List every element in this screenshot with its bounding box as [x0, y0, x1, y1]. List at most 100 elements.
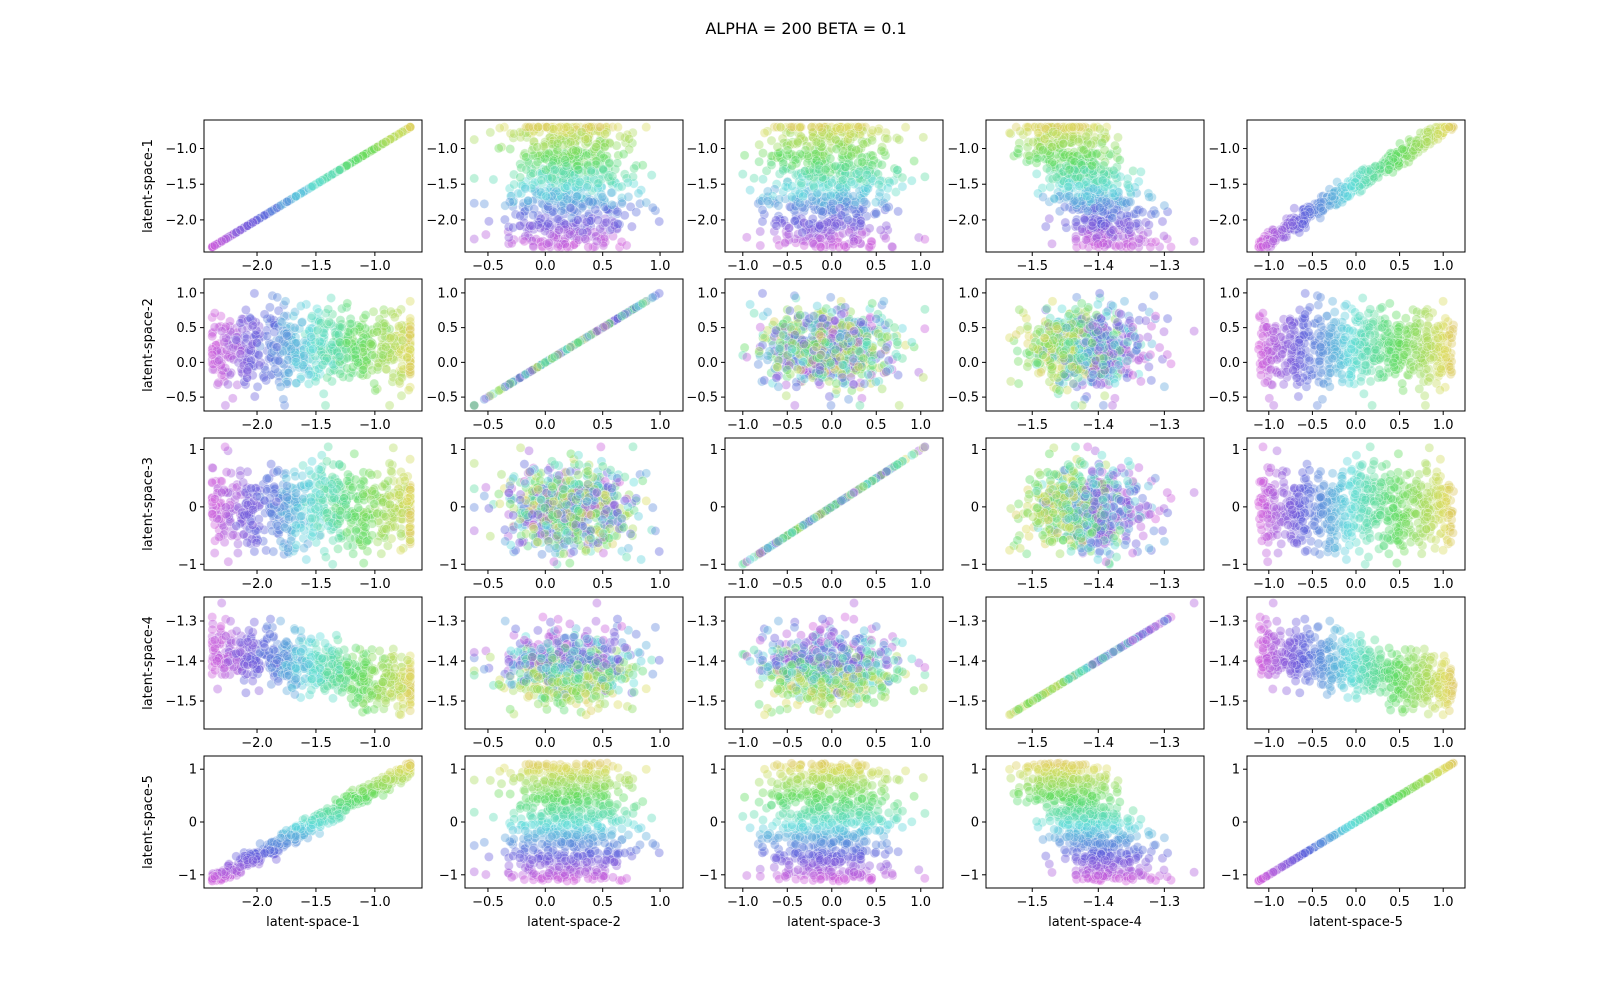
data-point — [1077, 224, 1087, 234]
data-point — [775, 122, 786, 133]
data-point — [532, 141, 543, 152]
data-point — [524, 122, 535, 132]
x-tick-label: −1.3 — [1149, 259, 1181, 274]
data-point — [1013, 144, 1024, 154]
data-point — [207, 331, 218, 342]
y-tick-label: −1.0 — [1208, 142, 1240, 157]
data-point — [372, 326, 383, 337]
data-point — [1342, 191, 1353, 202]
y-tick-label: −2.0 — [686, 213, 718, 228]
data-point — [757, 216, 768, 227]
x-tick-label: −1.5 — [1016, 259, 1048, 274]
data-point — [1145, 241, 1156, 252]
data-point — [1071, 234, 1081, 244]
data-point — [1137, 207, 1148, 217]
data-point — [561, 161, 572, 171]
y-tick-label: −1.5 — [165, 178, 197, 193]
data-point — [572, 215, 583, 225]
data-point — [1073, 136, 1084, 147]
data-point — [533, 122, 543, 132]
data-point — [798, 191, 808, 202]
x-tick-label: −1.5 — [300, 418, 332, 433]
data-point — [323, 304, 334, 315]
data-point — [571, 146, 581, 156]
data-point — [1040, 221, 1051, 232]
data-point — [881, 202, 892, 213]
data-point — [787, 181, 797, 191]
data-point — [820, 164, 831, 175]
data-point — [1324, 200, 1335, 211]
data-point — [493, 143, 504, 154]
data-point — [543, 237, 554, 248]
data-point — [322, 372, 333, 383]
data-point — [290, 356, 301, 367]
data-point — [1032, 153, 1043, 164]
data-point — [1042, 163, 1052, 174]
y-tick-label: −1.0 — [165, 142, 197, 157]
data-point — [600, 129, 610, 139]
data-point — [295, 301, 306, 311]
data-point — [405, 122, 416, 132]
data-point — [500, 200, 511, 211]
data-point — [384, 400, 395, 411]
data-point — [606, 187, 617, 198]
data-point — [1287, 217, 1298, 228]
data-point — [1444, 122, 1455, 132]
data-point — [1074, 181, 1085, 191]
x-tick-label: −1.0 — [1253, 259, 1285, 274]
data-point — [1297, 218, 1308, 229]
data-point — [326, 293, 336, 303]
data-point — [235, 225, 246, 235]
data-point — [536, 175, 547, 186]
data-point — [564, 229, 575, 240]
data-point — [543, 218, 554, 229]
data-point — [1327, 191, 1338, 202]
data-point — [469, 198, 480, 209]
x-tick-label: −0.5 — [771, 259, 803, 274]
data-point — [641, 122, 652, 132]
data-point — [1095, 123, 1105, 134]
y-tick-label: −1.5 — [686, 178, 718, 193]
data-point — [231, 334, 242, 345]
data-point — [307, 181, 317, 192]
data-point — [759, 127, 770, 138]
data-point — [627, 221, 637, 232]
data-point — [317, 359, 328, 370]
data-point — [509, 128, 519, 139]
data-point — [1189, 236, 1199, 247]
data-point — [380, 137, 391, 147]
data-point — [216, 370, 227, 380]
data-point — [1150, 208, 1161, 219]
data-point — [515, 172, 526, 183]
data-point — [871, 197, 881, 208]
data-point — [1422, 137, 1433, 147]
x-tick-label: −0.5 — [472, 259, 504, 274]
data-point — [839, 240, 849, 251]
data-point — [894, 134, 905, 145]
data-point — [1346, 181, 1357, 191]
data-point — [207, 349, 218, 360]
data-point — [597, 192, 608, 202]
data-point — [565, 202, 576, 213]
data-point — [623, 191, 634, 202]
data-point — [1411, 138, 1422, 149]
data-point — [247, 320, 258, 331]
data-point — [586, 122, 596, 132]
data-point — [485, 127, 496, 138]
data-point — [799, 240, 810, 251]
data-point — [647, 202, 658, 213]
x-tick-label: 1.0 — [650, 259, 671, 274]
data-point — [523, 195, 533, 206]
data-point — [811, 137, 822, 147]
data-point — [1125, 197, 1136, 207]
data-point — [345, 318, 356, 329]
data-point — [920, 171, 930, 182]
data-point — [631, 207, 642, 217]
data-point — [209, 308, 220, 318]
data-point — [755, 226, 766, 237]
data-point — [800, 166, 810, 176]
data-point — [1114, 155, 1125, 165]
data-point — [825, 190, 836, 201]
data-point — [247, 217, 258, 228]
